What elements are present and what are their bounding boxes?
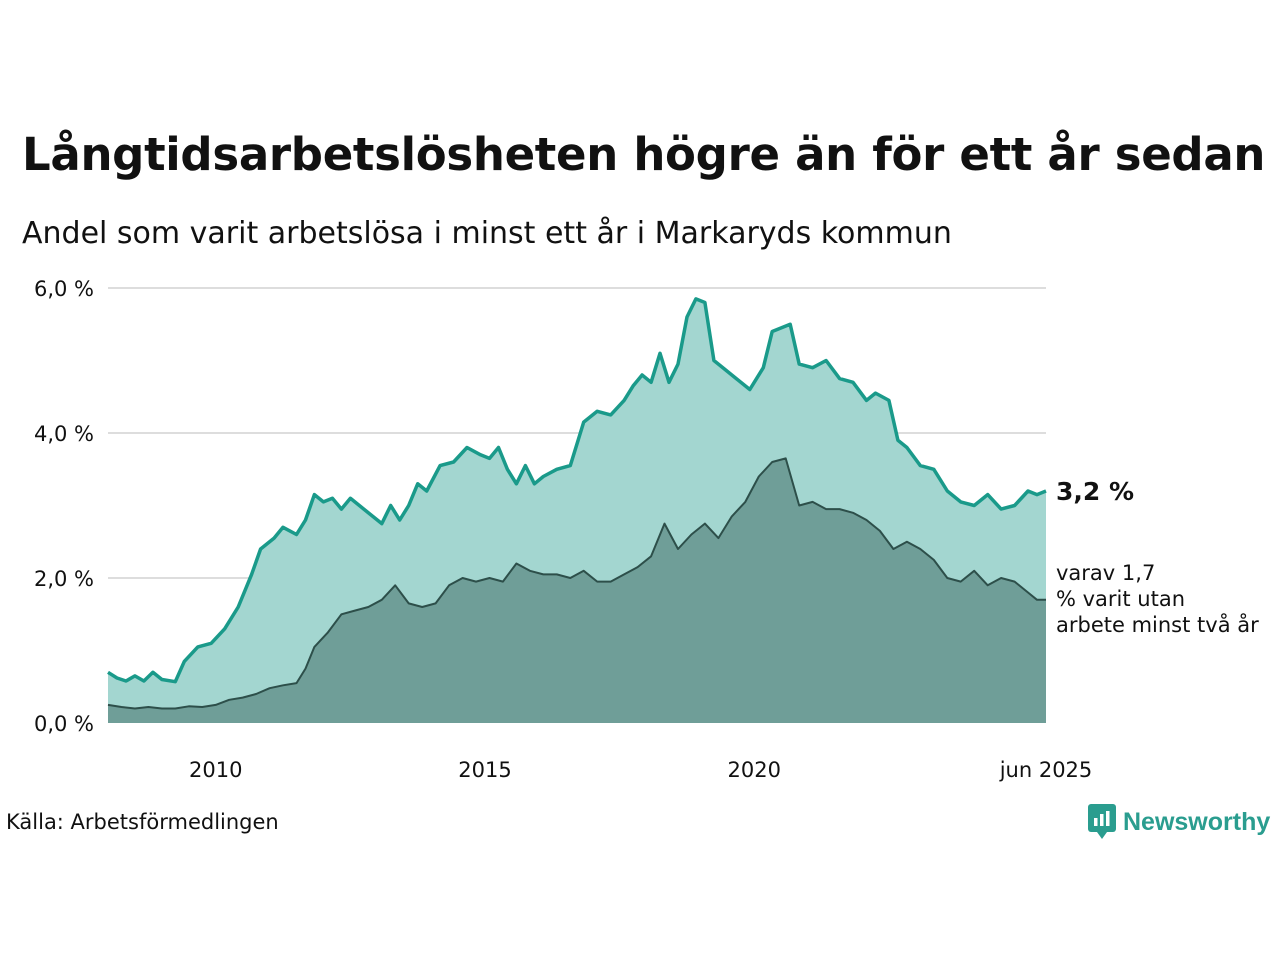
series-end-label-sub: varav 1,7% varit utan arbete minst två år <box>1056 561 1259 637</box>
newsworthy-logo: Newsworthy <box>1088 804 1270 840</box>
y-tick-label: 2,0 % <box>34 567 94 591</box>
x-tick-label: 2015 <box>458 758 511 782</box>
series-end-label-main: 3,2 % <box>1056 477 1134 506</box>
long-term-unemployment-line <box>107 297 1047 684</box>
x-tick-label: jun 2025 <box>999 758 1093 782</box>
brand-name: Newsworthy <box>1123 807 1271 836</box>
x-tick-label: 2010 <box>189 758 242 782</box>
y-tick-label: 4,0 % <box>34 422 94 446</box>
x-axis-ticks: 2010 2015 2020 jun 2025 <box>189 758 1092 782</box>
y-tick-label: 0,0 % <box>34 712 94 736</box>
plot-areas <box>107 297 1047 723</box>
y-axis-ticks: 0,0 % 2,0 % 4,0 % 6,0 % <box>34 277 94 736</box>
series-end-labels: 3,2 % varav 1,7% varit utan arbete minst t… <box>1056 477 1259 637</box>
x-tick-label: 2020 <box>728 758 781 782</box>
source-note: Källa: Arbetsförmedlingen <box>6 810 279 834</box>
two-year-unemployment-area <box>108 458 1046 723</box>
chart-subtitle: Andel som varit arbetslösa i minst ett å… <box>22 216 952 251</box>
newsworthy-logo-icon <box>1088 804 1116 839</box>
two-year-unemployment-line <box>107 457 1046 710</box>
y-tick-label: 6,0 % <box>34 277 94 301</box>
chart-title: Långtidsarbetslösheten högre än för ett … <box>22 128 1266 181</box>
